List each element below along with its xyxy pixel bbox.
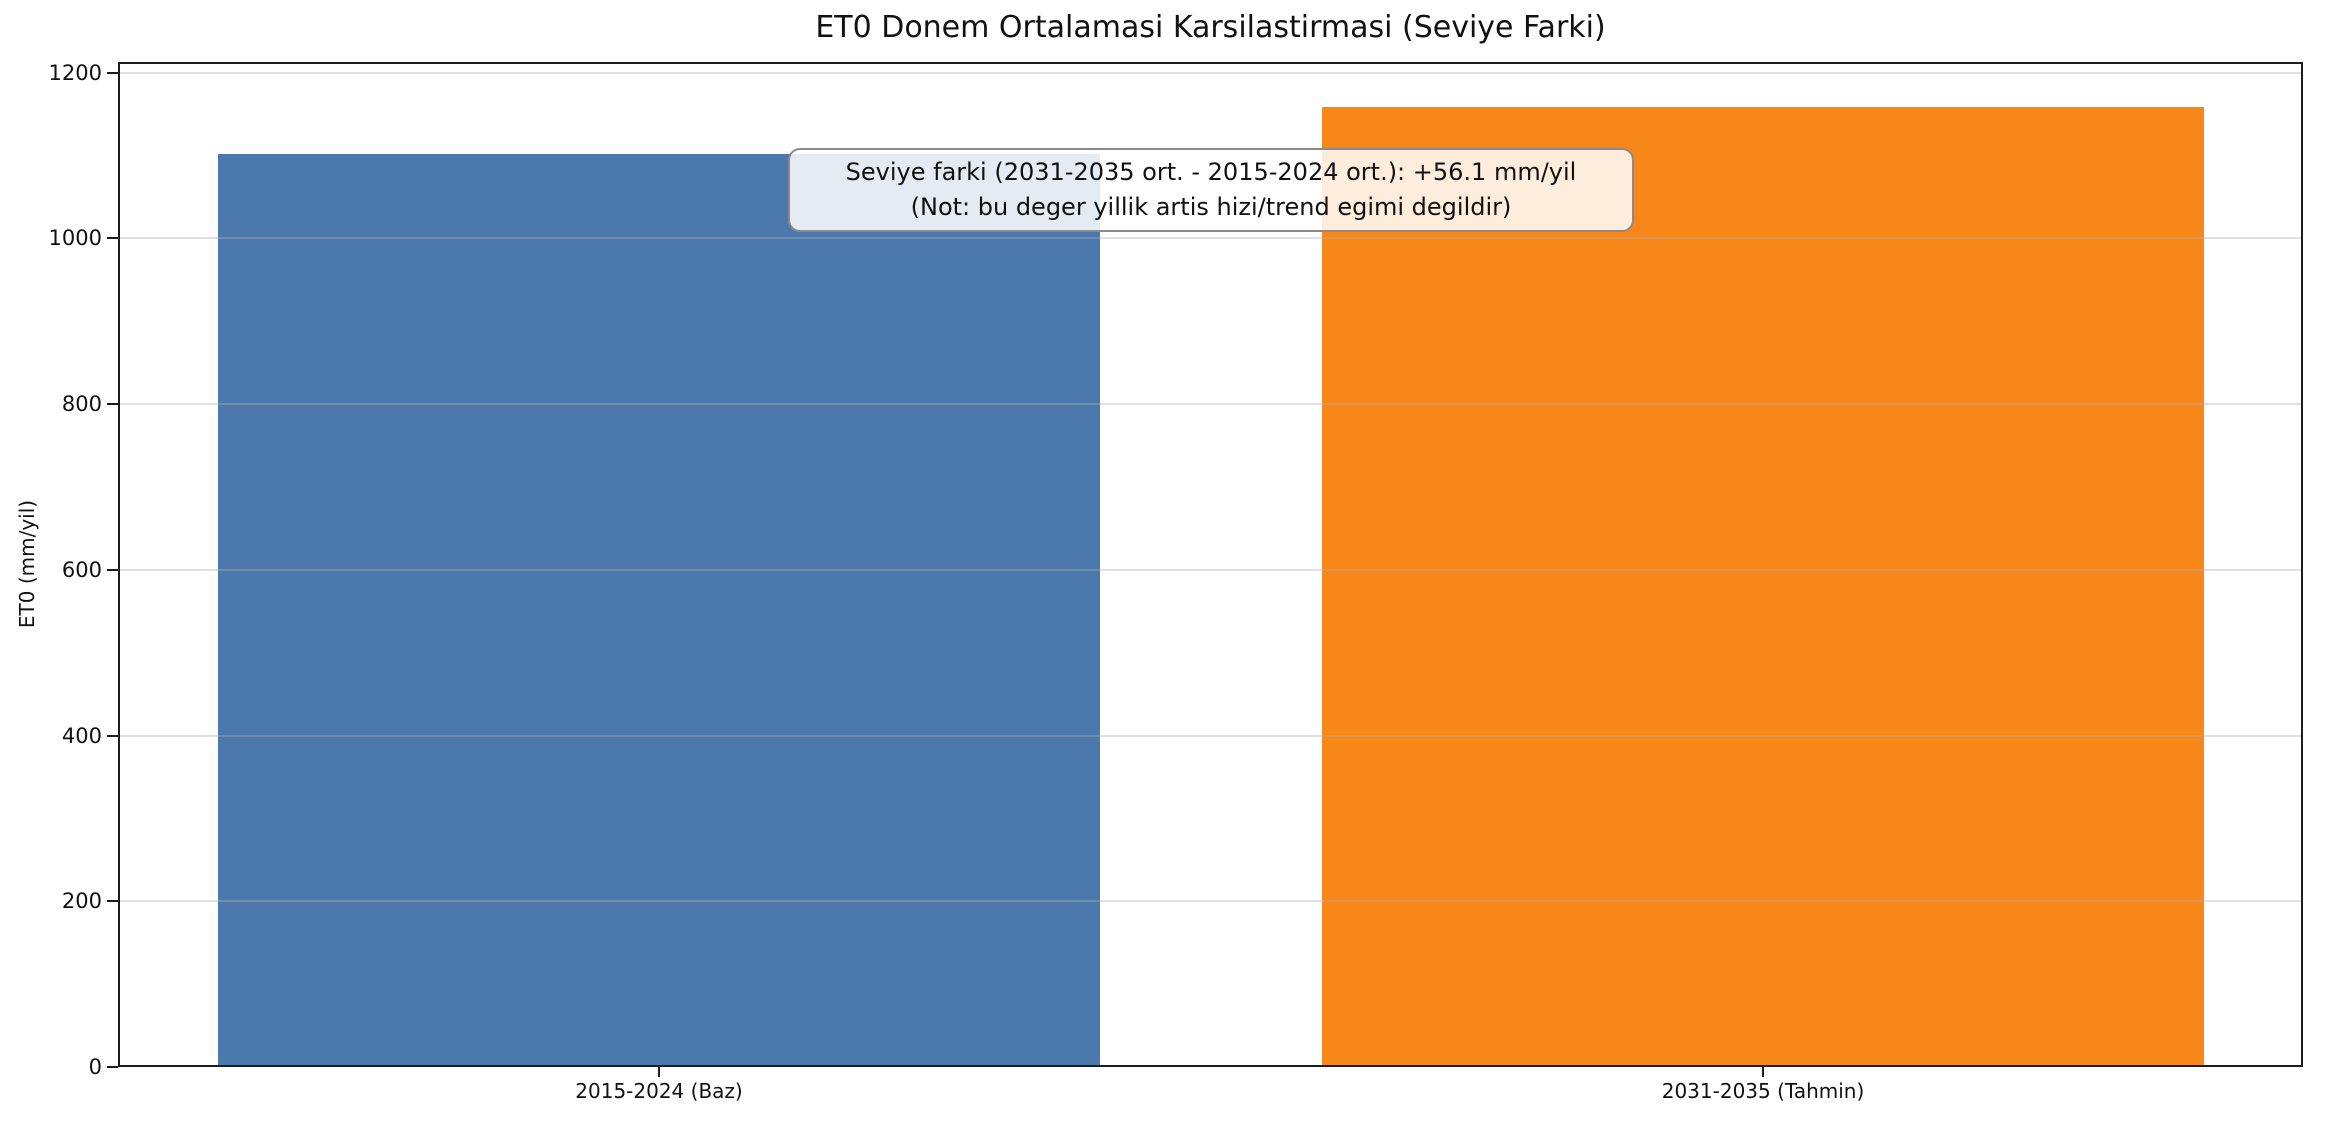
y-tick-mark [107,1066,118,1068]
annotation-line-2: (Not: bu deger yillik artis hizi/trend e… [910,193,1512,221]
bar-tahmin [1322,107,2204,1065]
y-tick-mark [107,900,118,903]
gridline [120,71,2301,74]
annotation-box: Seviye farki (2031-2035 ort. - 2015-2024… [788,148,1634,232]
y-tick-label: 1200 [48,60,102,85]
x-tick-label: 2031-2035 (Tahmin) [1661,1079,1865,1103]
y-tick-label: 600 [61,557,102,582]
x-tick-mark [1762,1067,1764,1077]
gridline [120,237,2301,240]
y-tick-label: 800 [61,392,102,417]
y-tick-mark [107,403,118,406]
y-tick-mark [107,568,118,571]
y-tick-mark [107,71,118,74]
y-tick-label: 0 [88,1055,102,1079]
bar-baz [218,153,1100,1065]
y-tick-mark [107,237,118,240]
y-tick-label: 200 [61,889,102,914]
x-tick-label: 2015-2024 (Baz) [575,1079,743,1103]
y-tick-label: 400 [61,723,102,748]
gridline [120,900,2301,903]
y-tick-mark [107,734,118,737]
chart-title: ET0 Donem Ortalamasi Karsilastirmasi (Se… [815,10,1606,45]
annotation-line-1: Seviye farki (2031-2035 ort. - 2015-2024… [845,158,1577,186]
y-tick-label: 1000 [48,226,102,251]
x-tick-mark [658,1067,660,1077]
gridline [120,734,2301,737]
gridline [120,568,2301,571]
gridline [120,403,2301,406]
